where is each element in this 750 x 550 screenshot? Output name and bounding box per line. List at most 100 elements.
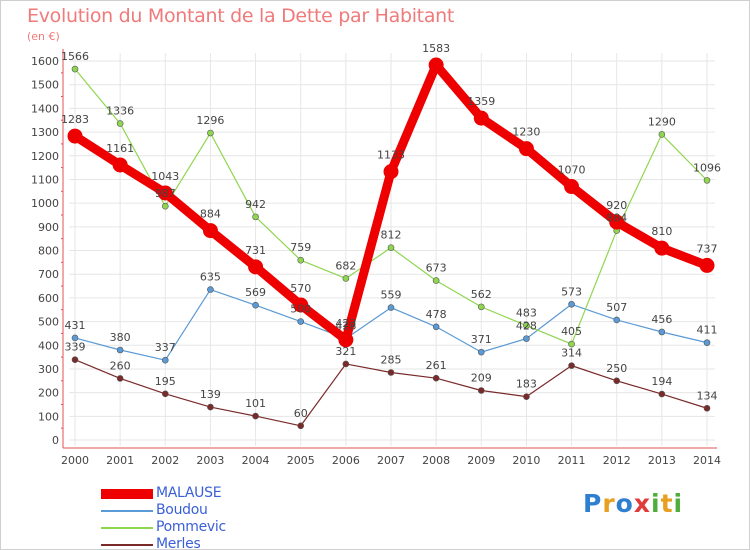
y-tick-label: 200 xyxy=(38,387,59,400)
data-point xyxy=(112,157,128,173)
data-label: 942 xyxy=(245,198,266,211)
data-label: 1296 xyxy=(196,114,224,127)
data-point xyxy=(387,244,395,251)
x-tick-label: 2002 xyxy=(151,454,179,467)
data-label: 573 xyxy=(561,285,582,298)
x-tick-label: 2006 xyxy=(332,454,360,467)
data-point xyxy=(703,177,711,184)
data-point xyxy=(297,256,305,264)
y-tick-label: 1000 xyxy=(31,197,59,210)
data-point xyxy=(157,185,173,201)
x-tick-label: 2001 xyxy=(106,454,134,467)
y-tick-label: 1100 xyxy=(31,173,59,186)
data-label: 1070 xyxy=(558,164,586,177)
data-label: 478 xyxy=(426,308,447,321)
data-point xyxy=(523,393,530,400)
data-point xyxy=(473,110,489,126)
labels-merles: 339 260 195 139 101 60 321 285 261 209 183 314 250 19… xyxy=(65,341,718,420)
data-label: 339 xyxy=(65,341,86,354)
data-label: 884 xyxy=(606,212,627,225)
data-point xyxy=(207,286,214,293)
x-tick-label: 2008 xyxy=(422,454,450,467)
y-tick-label: 1200 xyxy=(31,150,59,163)
data-label: 428 xyxy=(335,320,356,333)
logo-letter: r xyxy=(602,489,616,518)
y-tick-label: 1600 xyxy=(31,55,59,68)
data-point xyxy=(116,346,124,354)
data-point xyxy=(161,202,169,210)
y-tick-label: 700 xyxy=(38,268,59,281)
data-label: 810 xyxy=(651,225,672,238)
y-tick-label: 500 xyxy=(38,316,59,329)
data-label: 250 xyxy=(606,362,627,375)
data-point xyxy=(568,340,575,348)
x-tick-label: 2000 xyxy=(61,454,89,467)
data-label: 1133 xyxy=(377,149,405,162)
data-point xyxy=(432,277,440,284)
y-tick-label: 100 xyxy=(38,410,59,423)
labels-malause: 1283 1161 1043 884 731 570 423 1133 1583 1359 1230… xyxy=(61,42,718,330)
data-point xyxy=(202,223,218,239)
data-point xyxy=(338,332,354,348)
chart-title: Evolution du Montant de la Dette par Hab… xyxy=(27,5,455,27)
series-malause xyxy=(67,57,715,348)
data-point xyxy=(342,275,350,282)
data-label: 884 xyxy=(200,208,221,221)
data-label: 1336 xyxy=(106,105,134,118)
data-point xyxy=(297,318,305,325)
data-point xyxy=(252,301,259,309)
data-label: 1583 xyxy=(422,42,450,55)
y-tick-label: 1500 xyxy=(31,79,59,92)
data-label: 411 xyxy=(697,324,718,337)
data-label: 812 xyxy=(381,229,402,242)
x-tick-label: 2004 xyxy=(242,454,270,467)
data-label: 101 xyxy=(245,397,266,410)
legend-label: MALAUSE xyxy=(156,485,222,501)
data-point xyxy=(568,362,575,369)
data-label: 134 xyxy=(697,389,718,402)
logo-letter: x xyxy=(633,489,651,518)
logo-letter: i xyxy=(673,489,684,518)
data-label: 559 xyxy=(381,289,402,302)
data-label: 500 xyxy=(290,303,311,316)
data-label: 431 xyxy=(65,319,86,332)
data-label: 1161 xyxy=(106,142,134,155)
data-point xyxy=(654,240,670,256)
legend-swatch xyxy=(101,544,153,546)
logo-letter: P xyxy=(583,489,603,518)
y-tick-label: 800 xyxy=(38,245,59,258)
data-label: 405 xyxy=(561,325,582,338)
data-point xyxy=(613,377,621,385)
data-point xyxy=(658,328,666,336)
data-point xyxy=(207,129,214,137)
y-tick-label: 600 xyxy=(38,292,59,305)
logo-letter: i xyxy=(651,489,661,518)
data-point xyxy=(342,360,350,368)
data-point xyxy=(116,375,124,382)
data-label: 194 xyxy=(651,375,672,388)
y-tick-label: 900 xyxy=(38,221,59,234)
data-label: 183 xyxy=(516,378,537,391)
series-boudou xyxy=(71,286,711,364)
data-label: 380 xyxy=(110,331,131,344)
data-point xyxy=(161,390,169,398)
data-label: 371 xyxy=(471,333,492,346)
logo-letter: t xyxy=(660,489,674,518)
data-label: 987 xyxy=(155,187,176,200)
data-point xyxy=(432,323,440,331)
data-label: 682 xyxy=(335,259,356,272)
data-point xyxy=(523,322,530,329)
data-label: 139 xyxy=(200,388,221,401)
data-label: 261 xyxy=(426,359,447,372)
data-label: 562 xyxy=(471,288,492,301)
data-point xyxy=(71,334,79,342)
data-point xyxy=(518,141,534,157)
proxiti-logo: Proxiti xyxy=(583,489,683,518)
labels-pommevic: 1566 1336 987 1296 942 759 682 812 673 562 483 405 8… xyxy=(61,50,721,338)
data-point xyxy=(71,356,79,363)
data-label: 209 xyxy=(471,371,492,384)
data-point xyxy=(699,257,715,273)
data-point xyxy=(609,214,625,230)
data-point xyxy=(564,179,580,195)
legend-label: Boudou xyxy=(156,502,208,518)
